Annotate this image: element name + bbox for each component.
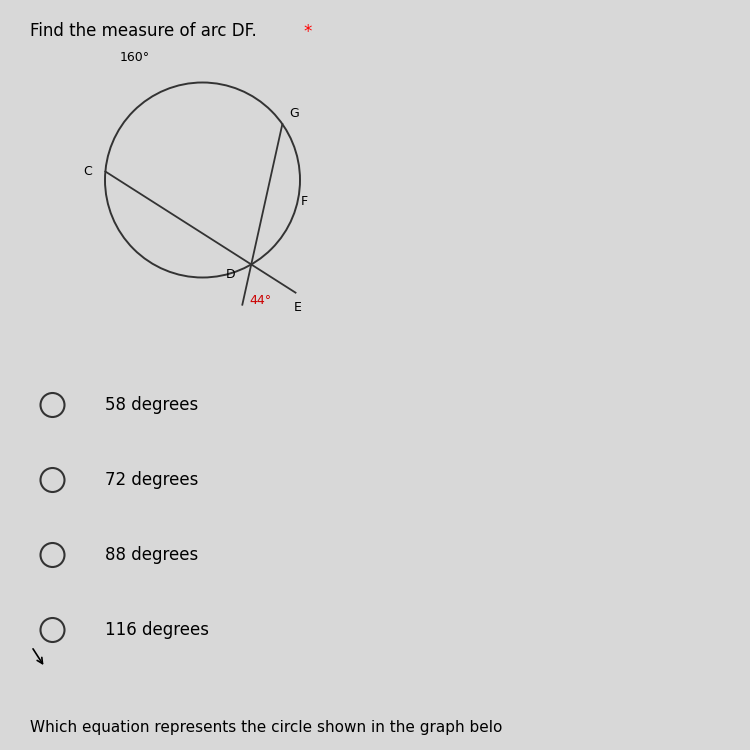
Text: G: G (289, 107, 298, 120)
Text: 72 degrees: 72 degrees (105, 471, 198, 489)
Text: F: F (301, 195, 307, 208)
Text: Find the measure of arc DF.: Find the measure of arc DF. (30, 22, 262, 40)
Text: C: C (83, 165, 92, 178)
Text: D: D (226, 268, 235, 281)
Text: *: * (304, 22, 312, 40)
Text: 116 degrees: 116 degrees (105, 621, 209, 639)
Text: E: E (294, 301, 302, 313)
Text: 58 degrees: 58 degrees (105, 396, 198, 414)
Text: 88 degrees: 88 degrees (105, 546, 198, 564)
Text: Which equation represents the circle shown in the graph belo: Which equation represents the circle sho… (30, 720, 502, 735)
Text: 160°: 160° (120, 51, 150, 64)
Text: 44°: 44° (250, 295, 272, 307)
